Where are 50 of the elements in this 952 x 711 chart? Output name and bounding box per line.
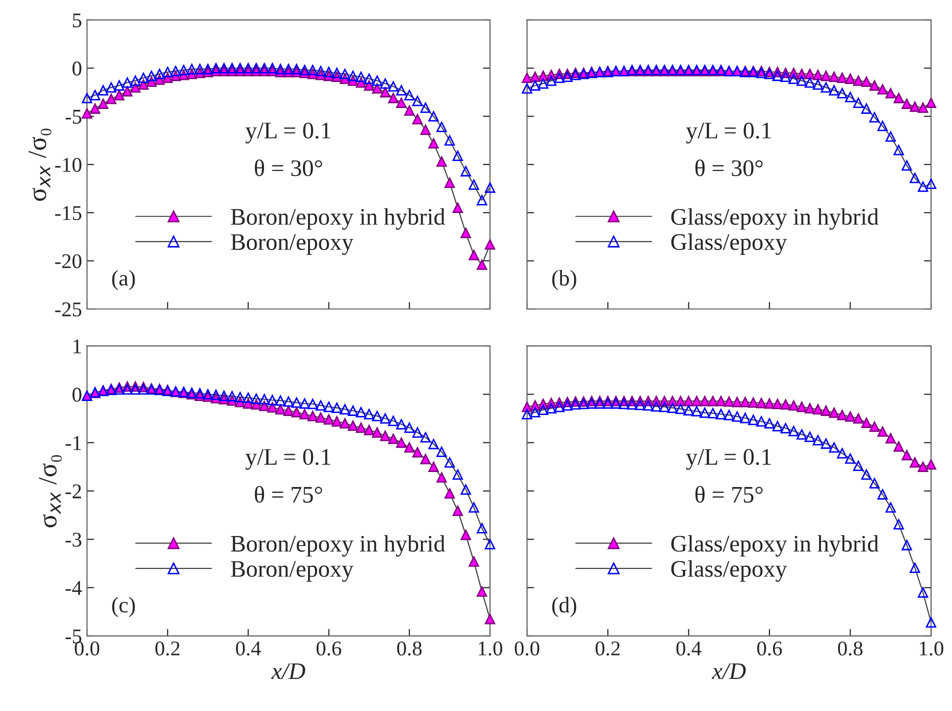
annotation: (c) bbox=[112, 596, 135, 618]
x-tick-label: 1.0 bbox=[920, 641, 944, 656]
legend-label: Boron/epoxy in hybrid bbox=[230, 535, 446, 557]
y-tick-label: -25 bbox=[55, 302, 82, 316]
x-tick-label: 0.8 bbox=[397, 641, 422, 656]
y-tick-label: -3 bbox=[66, 532, 82, 547]
x-tick-label: 0.0 bbox=[514, 641, 540, 656]
y-tick-label: -20 bbox=[55, 254, 82, 268]
x-tick-label: 1.0 bbox=[478, 641, 502, 656]
y-axis-title: σ$_{xx}$ /σ₀ bbox=[28, 128, 52, 201]
annotation: y/L = 0.1 bbox=[246, 448, 330, 470]
legend-label: Boron/epoxy in hybrid bbox=[230, 208, 446, 230]
x-tick-label: 0.8 bbox=[838, 641, 862, 656]
legend-label: Boron/epoxy bbox=[230, 234, 354, 255]
y-tick-label: 0 bbox=[72, 62, 82, 76]
annotation: y/L = 0.1 bbox=[686, 448, 771, 470]
legend-label: Glass/epoxy bbox=[671, 233, 787, 255]
legend-label: Glass/epoxy bbox=[671, 560, 787, 582]
y-tick-label: -5 bbox=[66, 110, 82, 124]
annotation: θ = 30° bbox=[254, 159, 322, 176]
y-axis-title: σ$_{xx}$ /σ₀ bbox=[38, 455, 62, 528]
x-axis-title: x/D bbox=[712, 663, 746, 680]
legend-label: Boron/epoxy bbox=[230, 561, 354, 582]
x-tick-label: 0.0 bbox=[74, 641, 100, 656]
y-tick-label: -10 bbox=[55, 158, 82, 172]
annotation: θ = 75° bbox=[695, 486, 763, 503]
x-axis-title: x/D bbox=[271, 663, 306, 680]
annotation: (a) bbox=[112, 270, 135, 290]
x-tick-label: 0.4 bbox=[236, 641, 261, 656]
legend-label: Glass/epoxy in hybrid bbox=[671, 535, 879, 557]
annotation: θ = 75° bbox=[254, 486, 322, 503]
x-tick-label: 0.2 bbox=[155, 641, 180, 656]
y-tick-label: 0 bbox=[72, 388, 82, 402]
y-tick-label: 1 bbox=[74, 339, 81, 354]
annotation: (b) bbox=[552, 270, 576, 290]
annotation: y/L = 0.1 bbox=[246, 122, 330, 144]
y-tick-label: -15 bbox=[55, 206, 82, 220]
legend-label: Glass/epoxy in hybrid bbox=[671, 208, 879, 230]
y-tick-label: -4 bbox=[66, 581, 82, 595]
y-tick-label: -1 bbox=[66, 436, 81, 450]
y-tick-label: 5 bbox=[72, 14, 82, 28]
annotation: y/L = 0.1 bbox=[686, 122, 771, 144]
x-tick-label: 0.6 bbox=[757, 641, 782, 656]
annotation: (d) bbox=[552, 596, 576, 618]
x-tick-label: 0.4 bbox=[676, 641, 702, 656]
x-tick-label: 0.2 bbox=[596, 641, 620, 656]
x-tick-label: 0.6 bbox=[316, 641, 342, 656]
annotation: θ = 30° bbox=[695, 159, 763, 176]
y-tick-label: -5 bbox=[66, 630, 82, 644]
y-tick-label: -2 bbox=[66, 484, 82, 498]
